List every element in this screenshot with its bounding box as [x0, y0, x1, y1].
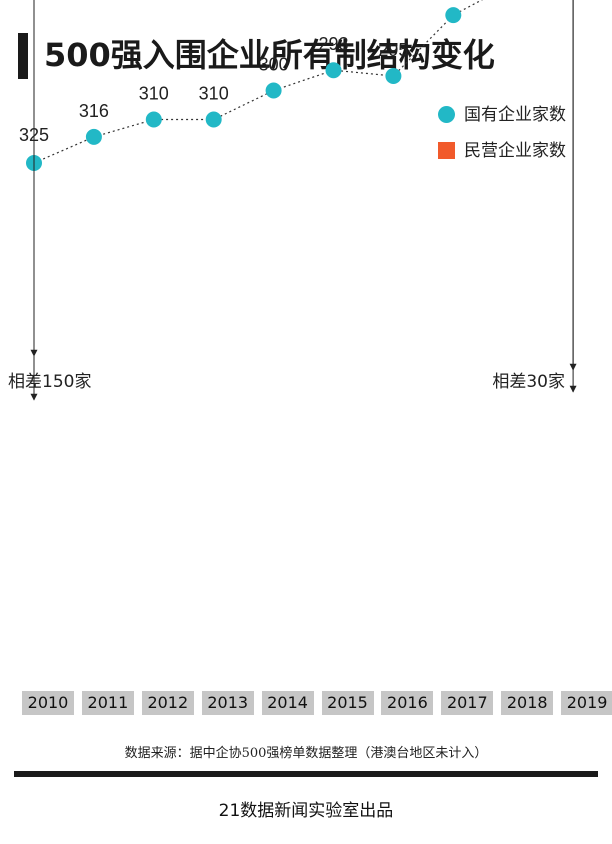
state-owned-point-2016	[385, 68, 402, 84]
state-owned-point-2012	[145, 111, 162, 128]
page-title: 500强入围企业所有制结构变化	[44, 36, 495, 74]
footer-credit: 21数据新闻实验室出品	[218, 801, 394, 821]
x-tick-label-2017: 2017	[441, 691, 494, 715]
x-tick-label-2019: 2019	[561, 691, 612, 715]
x-tick-label-2018: 2018	[501, 691, 554, 715]
chart-legend: 国有企业家数 民营企业家数	[436, 100, 566, 172]
state-owned-point-2011	[85, 128, 102, 145]
x-tick-label-2016: 2016	[381, 691, 434, 715]
legend-circle-marker	[438, 106, 455, 123]
x-tick-label-2011: 2011	[81, 691, 134, 715]
x-tick-label-2012: 2012	[141, 691, 194, 715]
state-owned-value-label-2013: 310	[199, 84, 229, 104]
footer-divider	[14, 771, 598, 777]
state-owned-value-label-2016: 295	[378, 40, 408, 60]
difference-annotation-2019: 相差30家	[492, 372, 565, 392]
x-tick-label-2013: 2013	[201, 691, 254, 715]
data-source-note: 数据来源：据中企协500强榜单数据整理（港澳台地区未计入）	[124, 746, 488, 761]
legend-item-state-owned: 国有企业家数	[436, 100, 566, 136]
legend-label-state-owned: 国有企业家数	[464, 105, 566, 125]
x-axis-year-labels: 2010 2011 2012 2013 2014 2015 2016 2017 2018 2019	[14, 691, 612, 715]
line-chart: 3253163103103002932952742632651751841901…	[8, 0, 577, 401]
difference-annotation-2010: 相差150家	[8, 372, 91, 392]
legend-square-marker	[438, 142, 455, 159]
series-line-0	[33, 0, 483, 164]
state-owned-value-label-2012: 310	[139, 84, 169, 104]
x-tick-label-2015: 2015	[321, 691, 374, 715]
legend-item-private: 民营企业家数	[436, 136, 566, 172]
state-owned-point-2013	[205, 111, 222, 128]
state-owned-value-label-2015: 293	[318, 34, 348, 54]
state-owned-point-2014	[265, 82, 282, 99]
state-owned-value-label-2011: 316	[79, 101, 109, 121]
x-tick-label-2010: 2010	[22, 691, 74, 715]
state-owned-value-label-2014: 300	[259, 55, 289, 75]
legend-label-private: 民营企业家数	[464, 141, 566, 161]
title-accent-bar	[18, 33, 28, 79]
state-owned-point-2017	[445, 7, 462, 24]
x-tick-label-2014: 2014	[261, 691, 314, 715]
state-owned-point-2015	[325, 62, 342, 79]
